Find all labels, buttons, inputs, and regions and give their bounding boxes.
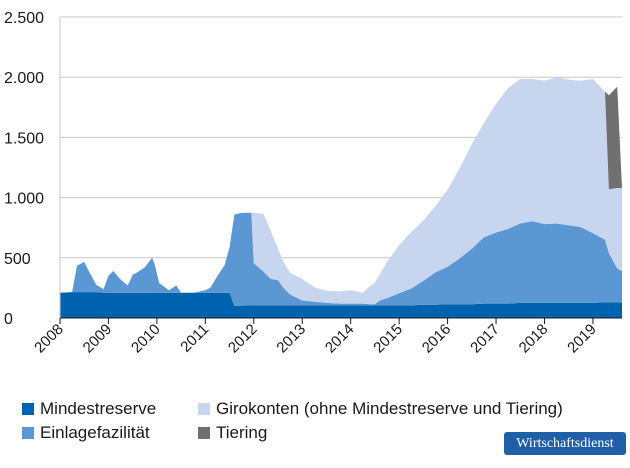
x-tick-label-2016: 2016 [419,321,455,357]
y-tick-label-3: 1.500 [4,130,44,147]
x-tick-label-2019: 2019 [564,321,600,357]
x-tick-label-2017: 2017 [467,321,503,357]
legend-label-einlagefazilitaet: Einlagefazilität [40,423,150,442]
source-badge: Wirtschaftsdienst [504,432,626,455]
x-tick-label-2014: 2014 [322,321,358,357]
legend-swatch-girokonten [198,403,210,415]
x-tick-label-2009: 2009 [80,321,116,357]
x-tick-label-2008: 2008 [31,321,67,357]
legend-label-tiering: Tiering [216,423,268,442]
legend-item-tiering: Tiering [198,422,267,444]
x-tick-label-2013: 2013 [273,321,309,357]
area-mindestreserve [60,292,622,318]
x-tick-label-2012: 2012 [225,321,261,357]
legend-item-girokonten: Girokonten (ohne Mindestreserve und Tier… [198,398,563,420]
legend-swatch-tiering [198,427,210,439]
legend-label-mindestreserve: Mindestreserve [40,399,157,418]
area-series [60,77,622,318]
legend: Mindestreserve Girokonten (ohne Mindestr… [0,398,630,448]
x-tick-label-2015: 2015 [370,321,406,357]
x-tick-label-2011: 2011 [177,321,212,356]
stacked-area-chart: 2008 2009 2010 2011 2012 2013 2014 2015 2016 2017… [4,10,622,357]
legend-swatch-einlagefazilitaet [22,427,34,439]
legend-item-einlagefazilitaet: Einlagefazilität [22,422,150,444]
legend-item-mindestreserve: Mindestreserve [22,398,156,420]
y-tick-label-1: 500 [4,251,31,268]
x-tick-label-2010: 2010 [128,321,164,357]
y-axis: 0 500 1.000 1.500 2.000 2.500 [4,10,44,328]
y-tick-label-0: 0 [4,311,13,328]
area-girokonten [60,77,622,305]
area-einlagefazilitaet [60,212,622,306]
y-tick-label-5: 2.500 [4,10,44,27]
legend-swatch-mindestreserve [22,403,34,415]
y-tick-label-2: 1.000 [4,191,44,208]
x-tick-label-2018: 2018 [516,321,552,357]
legend-label-girokonten: Girokonten (ohne Mindestreserve und Tier… [216,399,563,418]
y-tick-label-4: 2.000 [4,70,44,87]
